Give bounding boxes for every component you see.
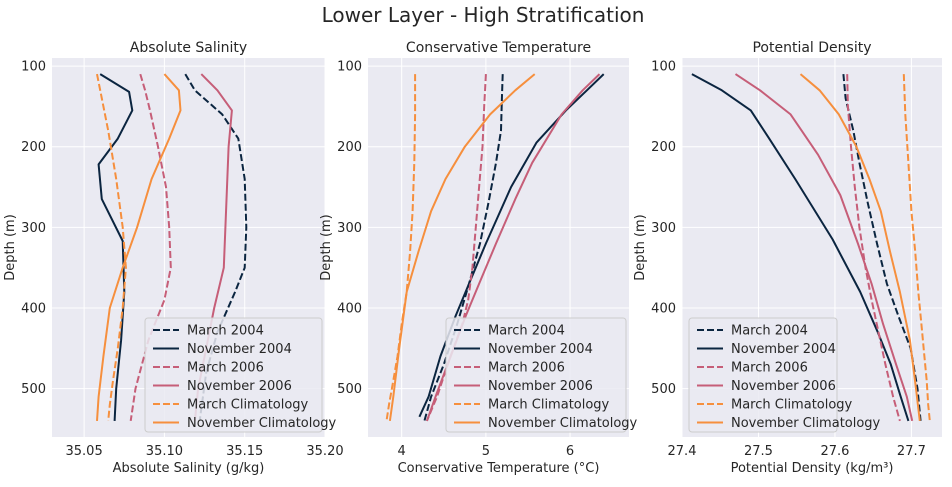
y-tick-label: 200 xyxy=(651,140,676,155)
legend-entry: March Climatology xyxy=(731,398,853,413)
y-tick-label: 300 xyxy=(21,221,46,236)
x-tick-label: 5 xyxy=(482,444,490,459)
y-tick-label: 300 xyxy=(651,221,676,236)
legend-entry: November Climatology xyxy=(731,416,881,431)
y-tick-label: 500 xyxy=(651,382,676,397)
x-tick-label: 35.20 xyxy=(306,444,343,459)
x-tick-label: 27.6 xyxy=(820,444,849,459)
series-group xyxy=(691,73,931,422)
series-line-march-climatology xyxy=(902,74,931,421)
x-tick-label: 27.7 xyxy=(897,444,926,459)
x-tick-label: 35.10 xyxy=(146,444,183,459)
y-tick-label: 400 xyxy=(337,301,362,316)
y-tick-label: 100 xyxy=(337,60,362,75)
legend-entry: November Climatology xyxy=(187,416,337,431)
x-tick-label: 4 xyxy=(398,444,406,459)
series-line-november-2006 xyxy=(734,73,914,422)
series-line-november-2004 xyxy=(691,73,910,422)
legend: March 2004 November 2004 March 2006 Novembe… xyxy=(688,317,881,433)
panel-3: 27.4 27.5 27.6 27.7 100 200 300 400 500 Potential… xyxy=(633,40,942,476)
series-line-march-2004 xyxy=(423,74,504,422)
y-axis-label: Depth (m) xyxy=(633,214,648,281)
series-line-march-2004 xyxy=(184,73,248,422)
legend-entry: November Climatology xyxy=(488,416,638,431)
legend-frame xyxy=(445,317,627,433)
series-line-november-2004 xyxy=(418,73,605,418)
legend: March 2004 November 2004 March 2006 Novembe… xyxy=(445,317,638,433)
x-tick-label: 35.05 xyxy=(66,444,103,459)
x-tick-label: 6 xyxy=(566,444,574,459)
legend-entry: November 2006 xyxy=(488,379,593,394)
legend-entry: March Climatology xyxy=(187,398,309,413)
series-line-march-climatology xyxy=(385,74,417,422)
x-tick-label: 35.15 xyxy=(226,444,263,459)
legend-frame xyxy=(144,317,323,433)
panels: 35.05 35.10 35.15 35.20 100 200 300 400 500 Absol… xyxy=(3,40,942,476)
x-axis-label: Potential Density (kg/m³) xyxy=(731,461,894,476)
series-line-march-climatology xyxy=(96,73,127,421)
legend-entry: November 2004 xyxy=(488,342,593,357)
y-tick-label: 500 xyxy=(337,382,362,397)
legend-entry: March Climatology xyxy=(488,398,610,413)
panel-title: Conservative Temperature xyxy=(406,40,591,56)
x-axis-label: Conservative Temperature (°C) xyxy=(398,461,600,476)
y-axis-label: Depth (m) xyxy=(3,214,18,281)
legend-entry: March 2004 xyxy=(488,324,565,339)
legend-entry: March 2006 xyxy=(488,361,565,376)
legend-entry: November 2006 xyxy=(731,379,836,394)
panel-title: Potential Density xyxy=(752,40,871,56)
panel-title: Absolute Salinity xyxy=(130,40,247,56)
y-tick-label: 400 xyxy=(21,301,46,316)
y-axis-label: Depth (m) xyxy=(319,214,334,281)
legend-frame xyxy=(688,317,838,433)
legend-entry: March 2004 xyxy=(731,324,808,339)
series-group xyxy=(96,73,248,422)
legend-entry: March 2006 xyxy=(187,361,264,376)
series-line-november-2004 xyxy=(97,73,134,421)
legend-entry: March 2006 xyxy=(731,361,808,376)
series-line-november-climatology xyxy=(96,73,182,421)
panel-2: 4 5 6 100 200 300 400 500 Conservative Temperatu… xyxy=(319,40,638,476)
panel-1: 35.05 35.10 35.15 35.20 100 200 300 400 500 Absol… xyxy=(3,40,344,476)
y-tick-label: 200 xyxy=(21,140,46,155)
figure-title: Lower Layer - High Stratification xyxy=(322,3,645,27)
legend-entry: November 2006 xyxy=(187,379,292,394)
series-line-november-climatology xyxy=(388,73,536,422)
legend-entry: March 2004 xyxy=(187,324,264,339)
y-tick-label: 300 xyxy=(337,221,362,236)
legend-entry: November 2004 xyxy=(731,342,836,357)
x-axis-label: Absolute Salinity (g/kg) xyxy=(113,461,265,476)
x-tick-label: 27.5 xyxy=(744,444,773,459)
legend: March 2004 November 2004 March 2006 Novembe… xyxy=(144,317,337,433)
y-tick-label: 400 xyxy=(651,301,676,316)
y-tick-label: 100 xyxy=(651,60,676,75)
y-tick-label: 500 xyxy=(21,382,46,397)
y-tick-label: 200 xyxy=(337,140,362,155)
y-tick-label: 100 xyxy=(21,60,46,75)
series-line-march-2006 xyxy=(129,73,172,422)
legend-entry: November 2004 xyxy=(187,342,292,357)
x-tick-label: 27.4 xyxy=(668,444,697,459)
series-line-november-climatology xyxy=(799,73,921,422)
